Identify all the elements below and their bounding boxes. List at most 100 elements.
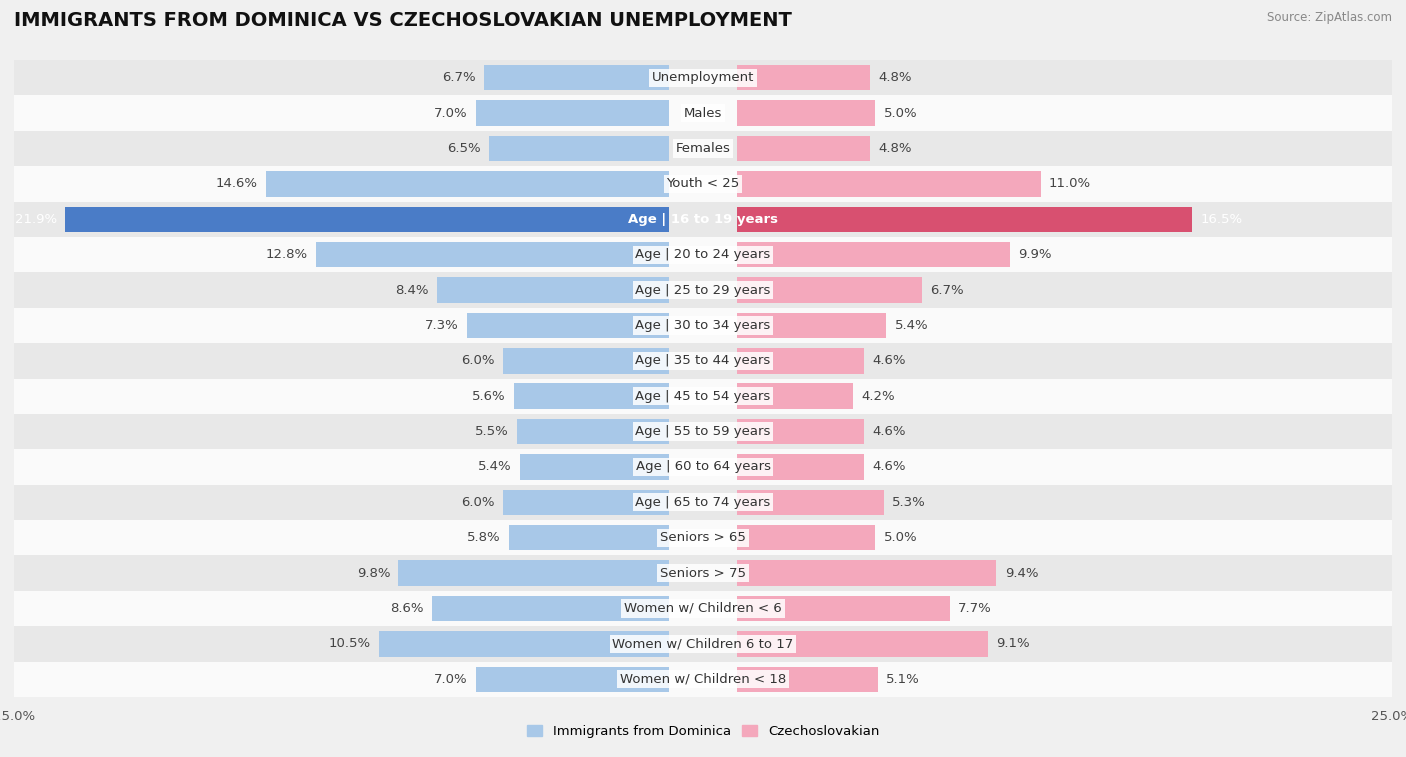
Text: 8.4%: 8.4%	[395, 284, 429, 297]
Text: Age | 60 to 64 years: Age | 60 to 64 years	[636, 460, 770, 473]
Bar	[475, 101, 669, 126]
Legend: Immigrants from Dominica, Czechoslovakian: Immigrants from Dominica, Czechoslovakia…	[522, 719, 884, 743]
Text: 6.7%: 6.7%	[441, 71, 475, 84]
Bar	[437, 277, 669, 303]
Bar	[475, 666, 669, 692]
Bar	[503, 490, 669, 515]
Text: 5.0%: 5.0%	[883, 107, 917, 120]
Text: 4.6%: 4.6%	[873, 425, 905, 438]
Text: IMMIGRANTS FROM DOMINICA VS CZECHOSLOVAKIAN UNEMPLOYMENT: IMMIGRANTS FROM DOMINICA VS CZECHOSLOVAK…	[14, 11, 792, 30]
Bar	[14, 484, 1392, 520]
Text: 7.7%: 7.7%	[957, 602, 991, 615]
Bar	[14, 60, 1392, 95]
Text: Seniors > 65: Seniors > 65	[659, 531, 747, 544]
Text: 9.8%: 9.8%	[357, 566, 391, 580]
Text: Age | 16 to 19 years: Age | 16 to 19 years	[628, 213, 778, 226]
Text: Seniors > 75: Seniors > 75	[659, 566, 747, 580]
Text: Age | 45 to 54 years: Age | 45 to 54 years	[636, 390, 770, 403]
Bar	[432, 596, 669, 621]
Bar	[467, 313, 669, 338]
Text: 4.6%: 4.6%	[873, 354, 905, 367]
Bar	[738, 242, 1011, 267]
Bar	[515, 384, 669, 409]
Bar	[738, 454, 865, 480]
Text: Women w/ Children < 18: Women w/ Children < 18	[620, 673, 786, 686]
Bar	[14, 590, 1392, 626]
Text: 5.8%: 5.8%	[467, 531, 501, 544]
Bar	[738, 313, 886, 338]
Bar	[738, 136, 870, 161]
Text: 6.7%: 6.7%	[931, 284, 965, 297]
Text: 6.0%: 6.0%	[461, 496, 495, 509]
Bar	[738, 560, 997, 586]
Bar	[14, 626, 1392, 662]
Bar	[14, 237, 1392, 273]
Bar	[738, 101, 875, 126]
Bar	[316, 242, 669, 267]
Text: 5.1%: 5.1%	[886, 673, 920, 686]
Text: 4.6%: 4.6%	[873, 460, 905, 473]
Bar	[738, 525, 875, 550]
Text: Age | 30 to 34 years: Age | 30 to 34 years	[636, 319, 770, 332]
Bar	[503, 348, 669, 373]
Bar	[65, 207, 669, 232]
Text: Source: ZipAtlas.com: Source: ZipAtlas.com	[1267, 11, 1392, 24]
Text: Age | 25 to 29 years: Age | 25 to 29 years	[636, 284, 770, 297]
Text: Women w/ Children < 6: Women w/ Children < 6	[624, 602, 782, 615]
Bar	[14, 556, 1392, 590]
Text: Males: Males	[683, 107, 723, 120]
Bar	[398, 560, 669, 586]
Text: 6.0%: 6.0%	[461, 354, 495, 367]
Text: 5.5%: 5.5%	[475, 425, 509, 438]
Bar	[738, 666, 877, 692]
Bar	[738, 65, 870, 91]
Text: 6.5%: 6.5%	[447, 142, 481, 155]
Bar	[520, 454, 669, 480]
Bar	[14, 662, 1392, 697]
Text: 16.5%: 16.5%	[1201, 213, 1243, 226]
Bar	[14, 131, 1392, 167]
Bar	[14, 449, 1392, 484]
Text: Youth < 25: Youth < 25	[666, 177, 740, 191]
Bar	[380, 631, 669, 656]
Text: 4.8%: 4.8%	[877, 142, 911, 155]
Bar	[14, 273, 1392, 308]
Bar	[14, 308, 1392, 343]
Bar	[14, 343, 1392, 378]
Text: Age | 20 to 24 years: Age | 20 to 24 years	[636, 248, 770, 261]
Bar	[738, 596, 949, 621]
Bar	[738, 277, 922, 303]
Text: Unemployment: Unemployment	[652, 71, 754, 84]
Text: 9.1%: 9.1%	[997, 637, 1031, 650]
Text: 5.0%: 5.0%	[883, 531, 917, 544]
Bar	[738, 171, 1040, 197]
Text: 14.6%: 14.6%	[217, 177, 257, 191]
Text: Age | 55 to 59 years: Age | 55 to 59 years	[636, 425, 770, 438]
Bar	[738, 419, 865, 444]
Text: 4.2%: 4.2%	[862, 390, 896, 403]
Bar	[266, 171, 669, 197]
Bar	[738, 348, 865, 373]
Bar	[738, 490, 883, 515]
Text: 10.5%: 10.5%	[329, 637, 371, 650]
Text: 7.0%: 7.0%	[434, 107, 467, 120]
Bar	[489, 136, 669, 161]
Text: 9.9%: 9.9%	[1018, 248, 1052, 261]
Text: 5.4%: 5.4%	[894, 319, 928, 332]
Text: 12.8%: 12.8%	[266, 248, 308, 261]
Text: 7.0%: 7.0%	[434, 673, 467, 686]
Text: 5.6%: 5.6%	[472, 390, 506, 403]
Text: 5.4%: 5.4%	[478, 460, 512, 473]
Text: 11.0%: 11.0%	[1049, 177, 1091, 191]
Text: 4.8%: 4.8%	[877, 71, 911, 84]
Bar	[14, 95, 1392, 131]
Bar	[14, 378, 1392, 414]
Bar	[14, 520, 1392, 556]
Text: Age | 35 to 44 years: Age | 35 to 44 years	[636, 354, 770, 367]
Bar	[509, 525, 669, 550]
Bar	[14, 167, 1392, 201]
Text: 8.6%: 8.6%	[389, 602, 423, 615]
Bar	[14, 201, 1392, 237]
Text: Women w/ Children 6 to 17: Women w/ Children 6 to 17	[613, 637, 793, 650]
Bar	[484, 65, 669, 91]
